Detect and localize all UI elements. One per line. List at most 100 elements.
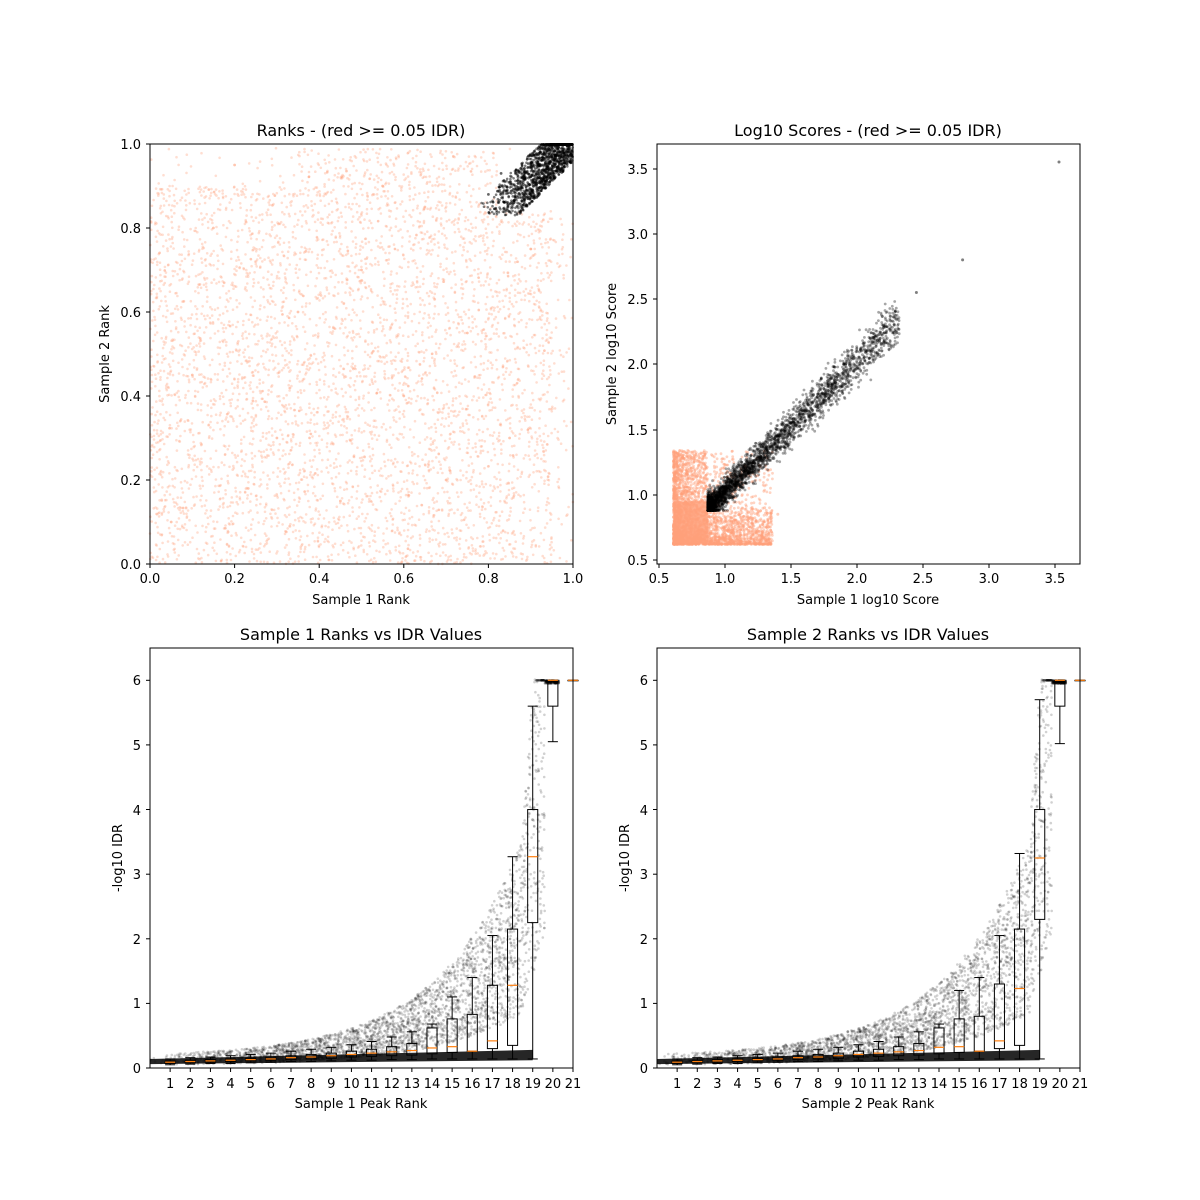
rank-point-red <box>467 546 471 549</box>
rank-point-red <box>247 511 251 514</box>
rank-point-red <box>266 417 270 421</box>
rank-point-red <box>437 167 441 171</box>
rank-point-red <box>317 152 320 155</box>
rank-point-red <box>250 550 254 554</box>
rank-point-red <box>482 234 485 237</box>
rank-point-red <box>548 365 551 368</box>
rank-point-red <box>253 470 256 474</box>
rank-point-red <box>224 344 228 347</box>
rank-point-red <box>329 464 332 467</box>
rank-point-red <box>382 545 385 549</box>
rank-point-red <box>236 405 239 408</box>
rank-point-red <box>439 262 442 266</box>
rank-point-red <box>327 395 330 399</box>
rank-point-red <box>274 512 277 515</box>
rank-point-red <box>263 258 266 261</box>
rank-point-red <box>361 459 365 462</box>
rank-point-red <box>330 477 334 480</box>
rank-point-red <box>345 306 348 310</box>
rank-point-red <box>508 147 512 151</box>
rank-point-red <box>362 550 366 554</box>
rank-point-red <box>275 336 279 339</box>
rank-point-red <box>284 277 288 281</box>
rank-point-red <box>484 184 487 187</box>
rank-point-red <box>521 542 525 545</box>
rank-point-red <box>495 524 498 527</box>
rank-point-red <box>389 341 393 344</box>
rank-point-red <box>433 501 436 504</box>
rank-point-red <box>189 316 193 320</box>
rank-point-red <box>288 505 291 509</box>
rank-point-red <box>541 245 544 249</box>
rank-point-red <box>423 191 426 194</box>
rank-point-red <box>352 383 356 387</box>
rank-point-red <box>266 341 269 344</box>
rank-point-red <box>207 423 211 427</box>
rank-point-red <box>194 475 198 478</box>
rank-point-red <box>241 470 245 473</box>
rank-point-red <box>402 415 406 419</box>
rank-point-red <box>474 226 478 229</box>
rank-point-red <box>209 336 212 340</box>
rank-point-red <box>491 363 494 367</box>
rank-point-red <box>427 294 431 298</box>
rank-point-red <box>203 449 207 453</box>
rank-point-red <box>404 555 408 559</box>
rank-point-red <box>309 418 313 422</box>
rank-point-red <box>172 535 176 538</box>
rank-point-red <box>445 257 449 261</box>
rank-point-red <box>504 555 507 558</box>
rank-point-red <box>261 337 264 340</box>
rank-point-red <box>518 291 522 295</box>
rank-point-red <box>447 319 451 323</box>
rank-point-red <box>549 279 553 283</box>
rank-point-red <box>332 382 335 386</box>
rank-point-red <box>368 497 371 501</box>
rank-point-red <box>507 481 510 485</box>
rank-point-red <box>177 389 180 393</box>
rank-point-red <box>208 316 212 320</box>
rank-point-red <box>249 527 253 531</box>
rank-point-red <box>442 295 445 298</box>
rank-point-red <box>242 193 246 196</box>
rank-point-red <box>513 222 517 226</box>
rank-point-red <box>380 170 384 174</box>
rank-point-red <box>397 229 400 233</box>
rank-point-red <box>194 290 197 293</box>
rank-point-red <box>241 182 245 186</box>
rank-point-red <box>528 440 531 444</box>
rank-point-red <box>268 233 271 236</box>
rank-point-red <box>284 280 287 284</box>
rank-point-red <box>311 555 315 559</box>
rank-point-red <box>179 511 183 515</box>
rank-point-red <box>503 317 507 321</box>
rank-point-red <box>225 352 229 356</box>
rank-point-red <box>528 406 532 410</box>
rank-point-red <box>426 207 429 211</box>
rank-point-red <box>321 238 324 242</box>
rank-point-red <box>166 435 170 439</box>
rank-point-red <box>159 289 162 293</box>
rank-point-red <box>371 503 375 506</box>
rank-point-red <box>151 261 154 265</box>
rank-point-red <box>285 268 288 271</box>
rank-point-red <box>499 483 502 487</box>
rank-point-red <box>334 343 338 347</box>
rank-point-red <box>319 221 323 224</box>
rank-point-red <box>317 332 320 335</box>
rank-point-red <box>546 241 550 244</box>
rank-point-red <box>407 366 411 369</box>
rank-point-red <box>158 439 162 443</box>
rank-point-red <box>478 376 481 380</box>
rank-point-red <box>547 471 550 475</box>
rank-point-red <box>187 253 190 257</box>
rank-point-red <box>322 248 326 251</box>
rank-point-red <box>314 441 317 445</box>
rank-point-red <box>462 340 466 343</box>
rank-point-red <box>358 335 362 339</box>
rank-point-red <box>278 321 281 325</box>
rank-point-red <box>361 271 365 274</box>
rank-point-red <box>151 556 155 560</box>
rank-point-red <box>420 171 423 174</box>
